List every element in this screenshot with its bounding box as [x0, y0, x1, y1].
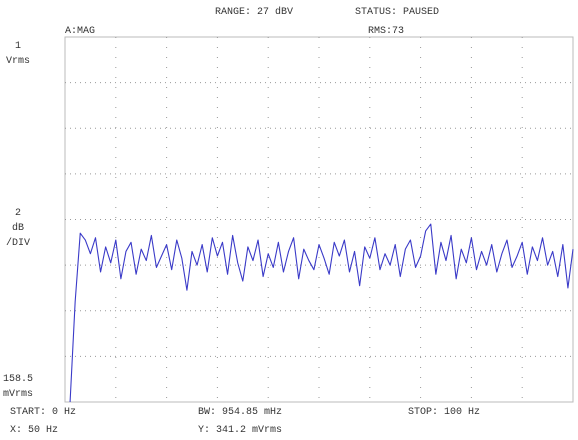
marker-y-label: Y: 341.2 mVrms [198, 425, 282, 436]
y-tick-label: 1 Vrms [5, 41, 30, 67]
bw-label: BW: 954.85 mHz [198, 407, 282, 418]
status-label: STATUS: PAUSED [355, 7, 439, 18]
y-scale-label: 2 dB /DIV [5, 208, 30, 249]
trace-line [69, 223, 574, 403]
rms-label: RMS:73 [368, 26, 404, 37]
trace-label: A:MAG [65, 26, 95, 37]
y-tick-label: 158.5 mVrms [2, 374, 33, 400]
range-label: RANGE: 27 dBV [215, 6, 293, 18]
start-label: START: 0 Hz [10, 407, 76, 418]
stop-label: STOP: 100 Hz [408, 407, 480, 418]
marker-x-label: X: 50 Hz [10, 425, 58, 436]
